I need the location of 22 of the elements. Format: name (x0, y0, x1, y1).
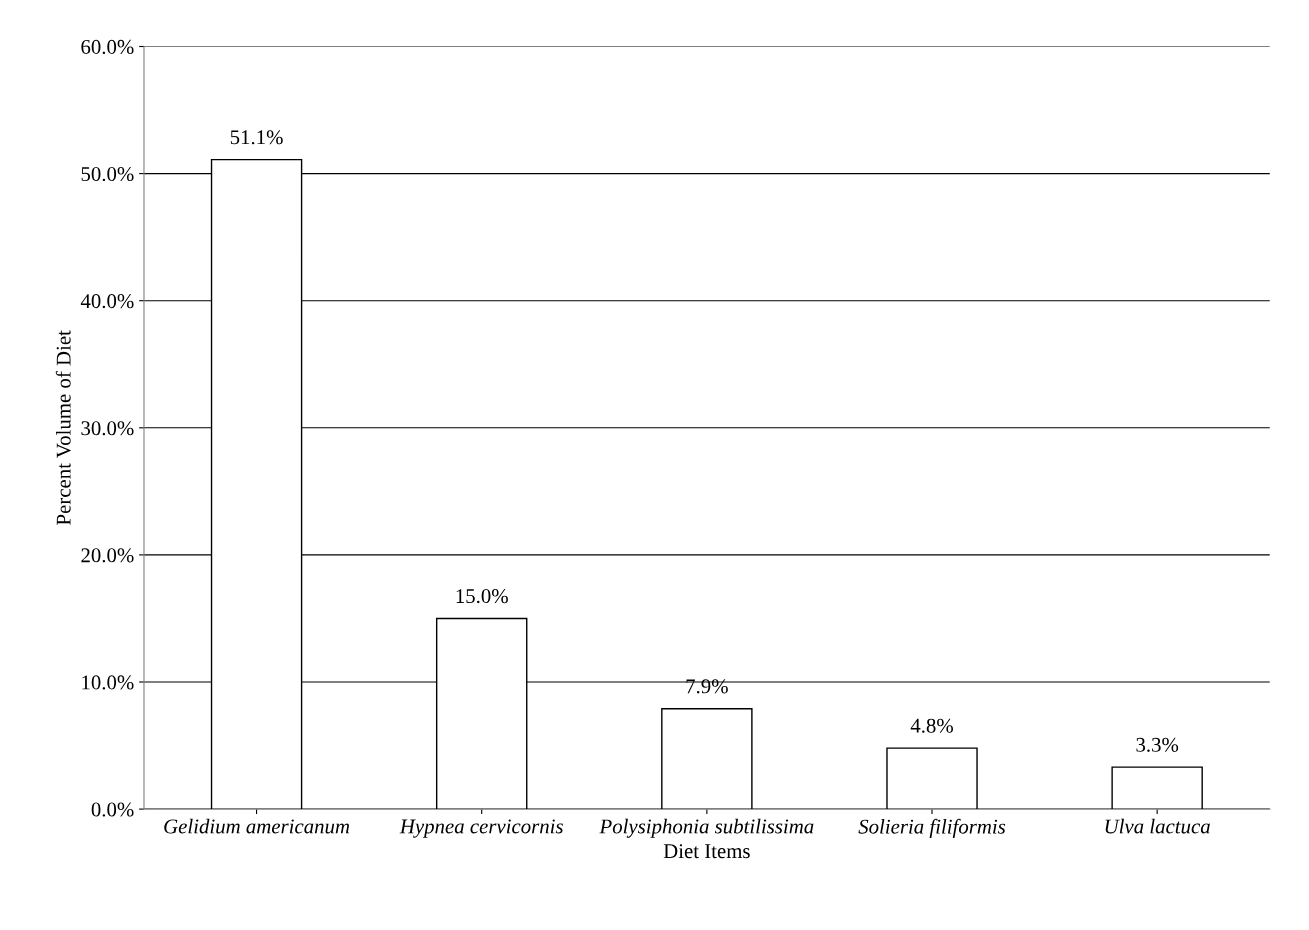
bar (1111, 766, 1203, 810)
data-label: 51.1% (230, 130, 283, 145)
data-label: 4.8% (910, 718, 953, 733)
y-tick-label: 0.0% (91, 802, 134, 817)
data-label: 3.3% (1136, 737, 1179, 752)
y-tick-label: 50.0% (81, 166, 134, 182)
y-tick-label: 40.0% (80, 294, 134, 309)
bar (886, 747, 978, 810)
x-tick-label: Polysiphonia subtilissima (599, 818, 814, 838)
x-tick-label: Hypnea cervicornis (399, 819, 563, 838)
bar (661, 707, 753, 810)
y-tick-label: 10.0% (82, 675, 134, 690)
x-axis-title: Diet Items (663, 844, 750, 859)
data-label: 15.0% (456, 589, 508, 604)
data-label: 7.9% (686, 679, 728, 694)
y-tick-label: 30.0% (81, 421, 134, 436)
y-tick-label: 20.0% (81, 548, 134, 563)
x-tick-label: Solieria filiformis (858, 818, 1006, 838)
x-tick-label: Gelidium americanum (164, 818, 350, 834)
x-tick-label: Ulva lactuca (1105, 818, 1210, 834)
y-axis-title: Percent Volume of Diet (55, 330, 71, 525)
y-tick-label: 60.0% (81, 39, 134, 55)
